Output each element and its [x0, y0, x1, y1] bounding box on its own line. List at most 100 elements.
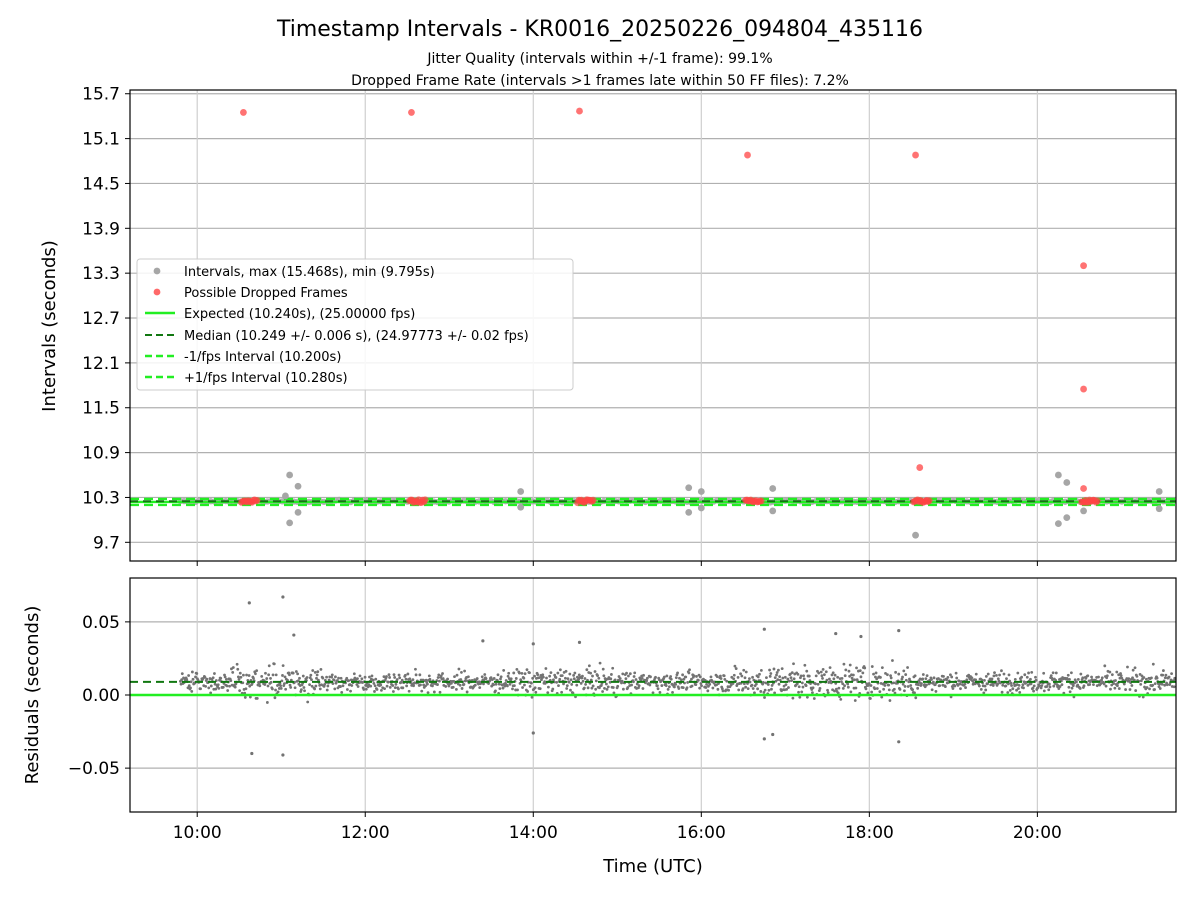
residual-point: [982, 691, 986, 695]
residual-point: [772, 667, 776, 671]
residual-point: [380, 688, 383, 692]
residual-point: [716, 687, 720, 691]
residual-point: [325, 688, 329, 692]
residual-point: [1039, 686, 1043, 690]
residual-point: [386, 680, 390, 684]
residual-point: [748, 680, 752, 684]
residual-point: [1145, 686, 1149, 689]
residual-point: [839, 697, 843, 701]
residual-point: [651, 691, 655, 695]
interval-outliers: [282, 471, 1163, 539]
residual-point: [360, 677, 364, 681]
residual-point: [773, 676, 777, 680]
residual-point: [1140, 674, 1144, 678]
residual-point: [897, 740, 901, 744]
residual-point: [880, 666, 884, 670]
residual-point: [457, 667, 461, 671]
residual-point: [953, 684, 957, 688]
residual-point: [732, 673, 736, 677]
residual-point: [887, 683, 891, 687]
residual-point: [306, 700, 310, 704]
residual-point: [888, 699, 892, 702]
residual-point: [814, 682, 817, 686]
residual-point: [640, 676, 644, 680]
residual-point: [211, 676, 215, 680]
residual-point: [756, 687, 759, 691]
residual-point: [978, 684, 981, 688]
residual-point: [362, 688, 366, 691]
residual-point: [499, 675, 503, 679]
residual-point: [444, 685, 448, 688]
residual-point: [494, 682, 498, 686]
interval-outlier-point: [685, 509, 693, 516]
residual-point: [664, 684, 668, 688]
residual-point: [414, 673, 418, 677]
residual-point: [805, 669, 809, 673]
residual-point: [573, 671, 577, 675]
residual-point: [455, 687, 458, 691]
residual-point: [370, 674, 374, 678]
residual-point: [984, 674, 988, 678]
residual-point: [708, 683, 712, 686]
residual-point: [1029, 682, 1033, 686]
residual-point: [903, 685, 907, 688]
residual-point: [800, 681, 804, 685]
residual-point: [531, 731, 535, 735]
residual-point: [368, 675, 371, 679]
residual-point: [930, 678, 933, 681]
residual-point: [589, 678, 593, 682]
residual-point: [765, 676, 768, 680]
residual-point: [575, 675, 579, 679]
residual-point: [847, 669, 851, 673]
residual-point: [577, 673, 581, 677]
residual-point: [744, 670, 748, 674]
legend-marker-dropped: [153, 288, 161, 296]
residual-point: [219, 676, 223, 680]
residual-point: [711, 686, 715, 690]
residual-point: [867, 682, 871, 685]
residual-point: [609, 677, 613, 681]
residual-point: [258, 684, 262, 688]
residual-point: [759, 668, 763, 672]
residual-point: [1047, 688, 1051, 692]
residual-point: [1124, 688, 1127, 691]
residual-point: [914, 696, 918, 700]
residual-point: [1060, 683, 1064, 686]
residual-point: [824, 670, 828, 674]
interval-outlier-point: [517, 503, 525, 511]
residual-point: [264, 671, 267, 675]
residual-point: [734, 667, 738, 670]
residual-point: [974, 678, 978, 682]
residual-point: [943, 685, 947, 688]
residual-point: [288, 683, 292, 687]
residual-point: [694, 683, 698, 686]
residual-point: [1086, 674, 1090, 678]
residual-point: [473, 683, 477, 687]
residual-point: [1013, 677, 1017, 681]
dropped-frame-point: [421, 496, 429, 504]
residual-point: [932, 680, 935, 684]
residual-point: [213, 672, 216, 675]
residual-point: [843, 674, 847, 678]
residual-point: [374, 677, 378, 681]
residual-point: [698, 675, 702, 679]
residual-point: [223, 675, 227, 679]
residual-point: [904, 678, 908, 682]
residual-point: [699, 682, 703, 685]
residual-point: [761, 681, 765, 684]
residual-point: [345, 676, 349, 680]
residual-point: [802, 674, 805, 678]
residual-point: [773, 691, 777, 695]
residual-point: [248, 684, 252, 688]
residual-point: [766, 683, 770, 686]
residual-point: [775, 673, 778, 677]
legend-label: Intervals, max (15.468s), min (9.795s): [184, 265, 435, 280]
residual-point: [531, 642, 535, 646]
residual-point: [393, 676, 397, 679]
residual-point: [248, 695, 252, 699]
residual-point: [299, 688, 303, 692]
residual-point: [696, 678, 700, 682]
residual-point: [1168, 683, 1172, 686]
residual-point: [998, 673, 1001, 677]
residual-point: [690, 677, 693, 681]
